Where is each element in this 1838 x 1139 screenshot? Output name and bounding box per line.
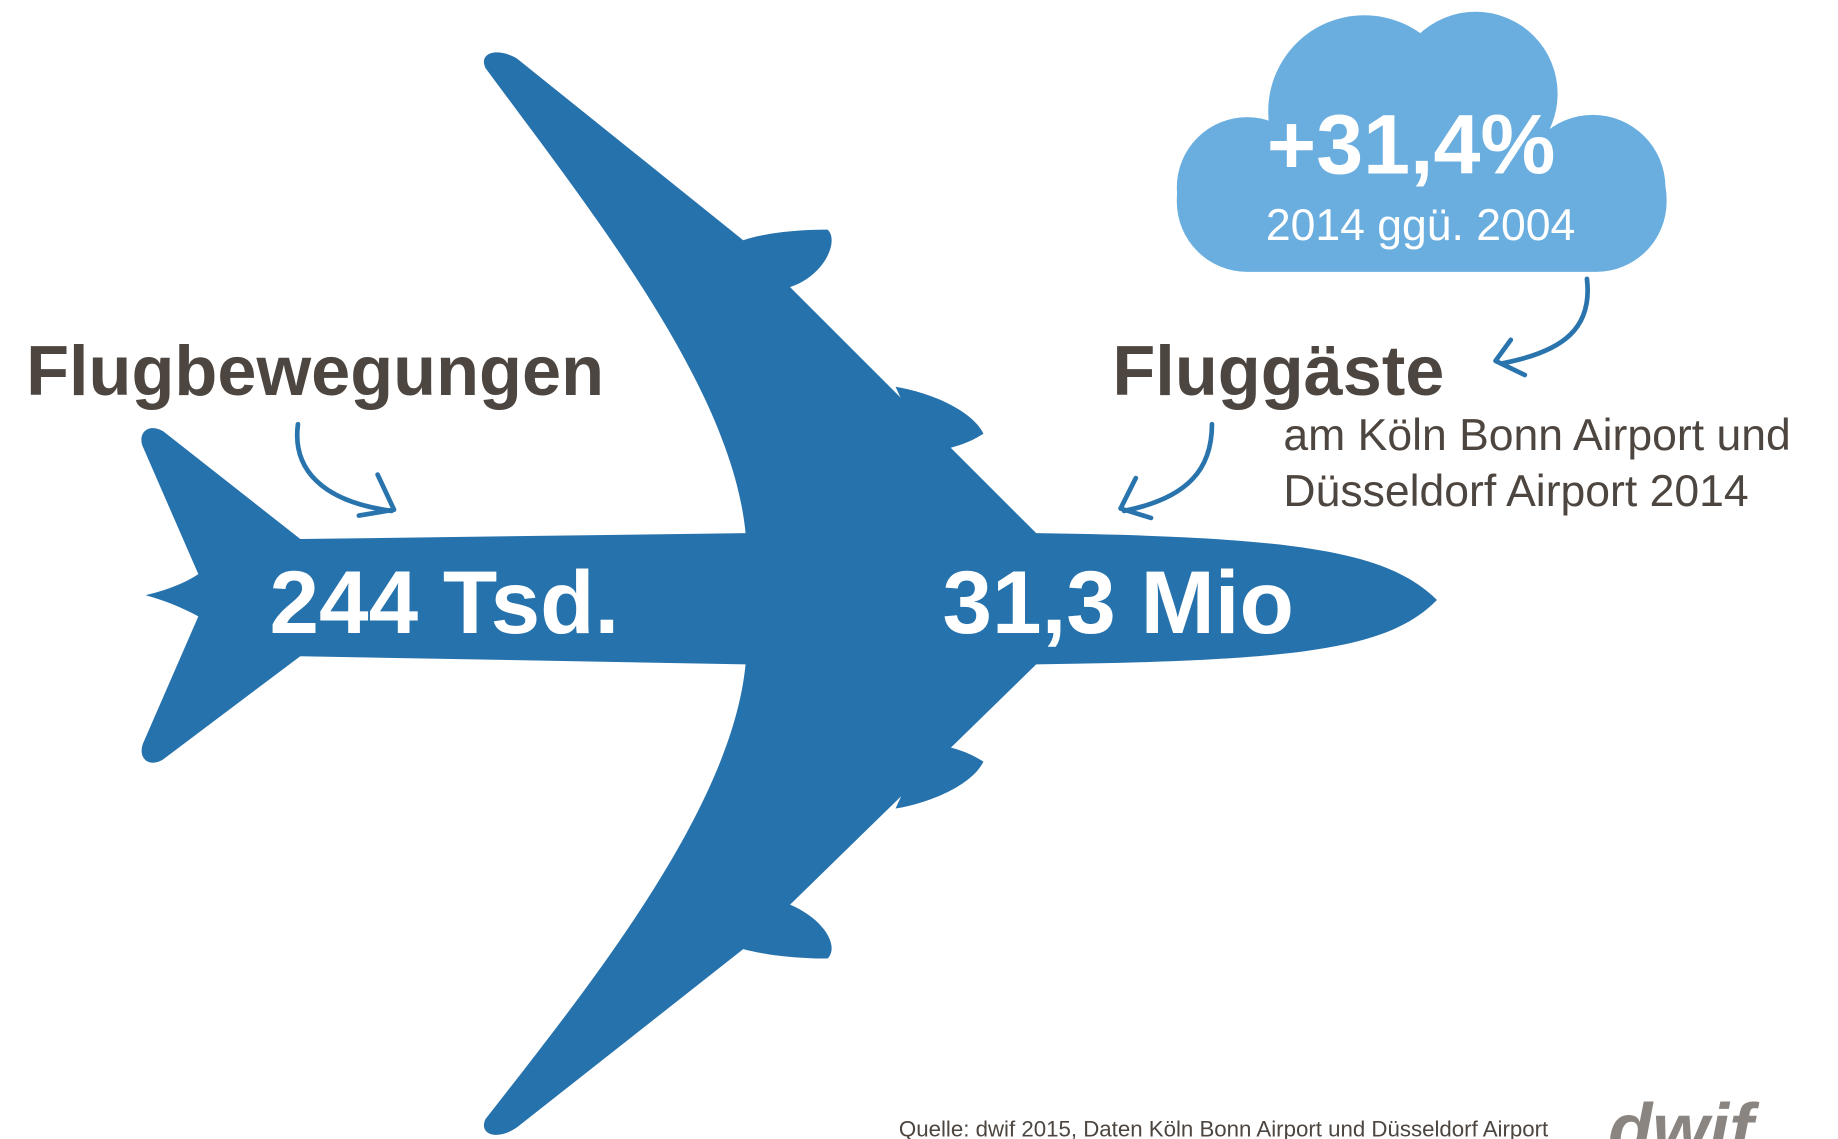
- key-figure: 244 Tsd.: [270, 552, 620, 652]
- heading: Fluggäste: [1112, 331, 1444, 410]
- heading: Flugbewegungen: [26, 331, 604, 410]
- infographic: +31,4% 2014 ggü. 2004 Flugbewegungen Flu…: [0, 0, 1838, 1139]
- arrow: [1121, 424, 1212, 518]
- change-value: +31,4%: [1267, 97, 1555, 191]
- change-period: 2014 ggü. 2004: [1266, 201, 1575, 250]
- source: Quelle: dwif 2015, Daten Köln Bonn Airpo…: [899, 1117, 1549, 1139]
- page: +31,4% 2014 ggü. 2004 Flugbewegungen Flu…: [0, 0, 1838, 1139]
- subheading: Düsseldorf Airport 2014: [1283, 467, 1748, 516]
- arrow: [297, 424, 394, 515]
- key-figure: 31,3 Mio: [943, 552, 1294, 652]
- logo: dwif: [1608, 1089, 1760, 1139]
- arrow: [1496, 279, 1588, 375]
- subheading: am Köln Bonn Airport und: [1283, 411, 1790, 460]
